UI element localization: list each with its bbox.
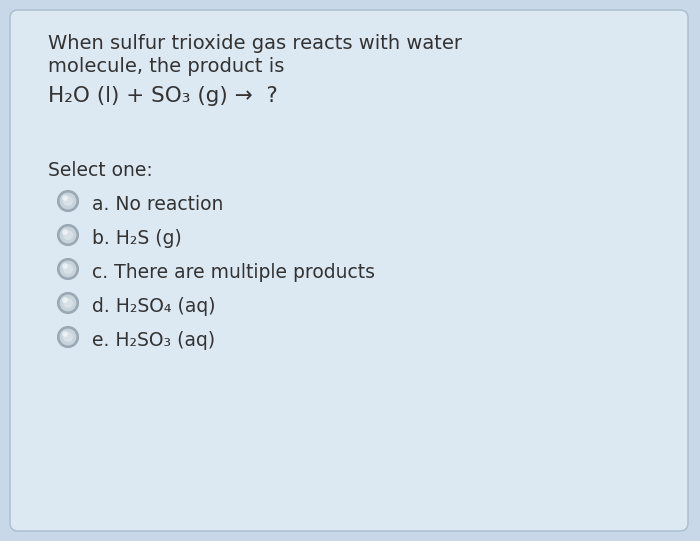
Circle shape: [63, 298, 73, 308]
Text: Select one:: Select one:: [48, 161, 153, 180]
Circle shape: [60, 261, 76, 278]
Text: b. H₂S (g): b. H₂S (g): [92, 229, 182, 248]
Text: When sulfur trioxide gas reacts with water: When sulfur trioxide gas reacts with wat…: [48, 34, 462, 53]
Circle shape: [62, 331, 68, 337]
Text: c. There are multiple products: c. There are multiple products: [92, 263, 375, 282]
Circle shape: [60, 193, 76, 209]
Circle shape: [63, 230, 73, 240]
Circle shape: [60, 227, 76, 243]
Circle shape: [58, 259, 78, 279]
Text: H₂O (l) + SO₃ (g) →  ?: H₂O (l) + SO₃ (g) → ?: [48, 86, 278, 106]
FancyBboxPatch shape: [10, 10, 688, 531]
Circle shape: [58, 293, 78, 313]
Circle shape: [62, 297, 68, 303]
Circle shape: [60, 294, 76, 312]
Circle shape: [63, 196, 73, 206]
Text: molecule, the product is: molecule, the product is: [48, 57, 284, 76]
Text: e. H₂SO₃ (aq): e. H₂SO₃ (aq): [92, 331, 215, 350]
Circle shape: [62, 263, 68, 269]
Circle shape: [63, 332, 73, 342]
Circle shape: [62, 229, 68, 235]
Circle shape: [58, 225, 78, 245]
Circle shape: [62, 195, 68, 201]
Text: a. No reaction: a. No reaction: [92, 195, 223, 214]
Circle shape: [60, 328, 76, 346]
Text: d. H₂SO₄ (aq): d. H₂SO₄ (aq): [92, 297, 216, 316]
Circle shape: [58, 327, 78, 347]
Circle shape: [58, 191, 78, 211]
Circle shape: [63, 264, 73, 274]
